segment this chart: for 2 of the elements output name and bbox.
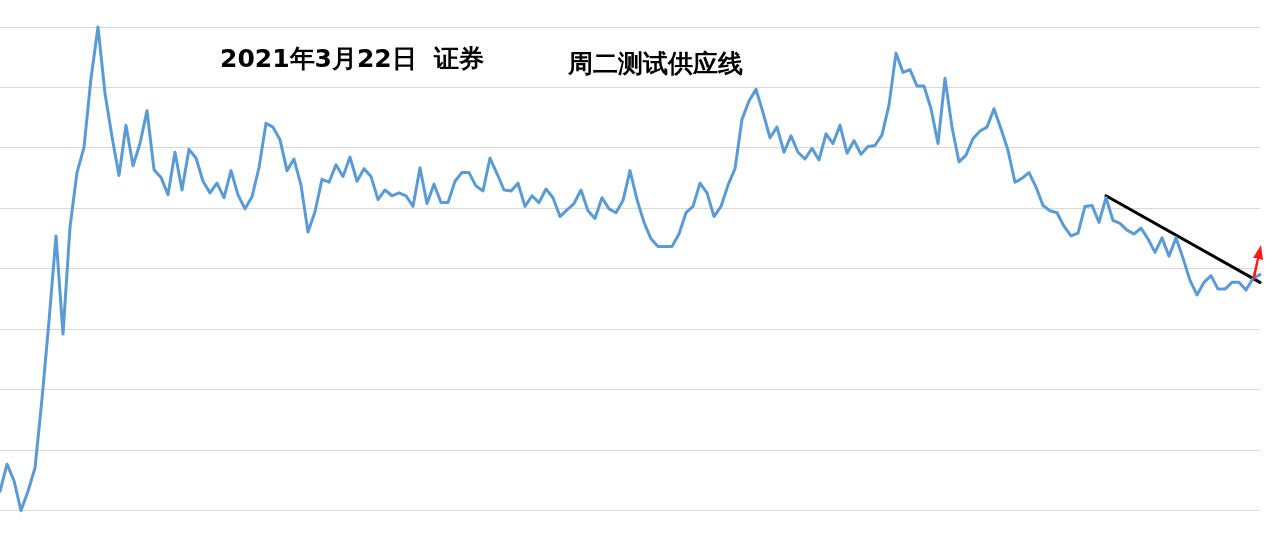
text: 周二测试供应线 [568,48,743,80]
text: 2021年3月22日 证券 [220,43,485,75]
